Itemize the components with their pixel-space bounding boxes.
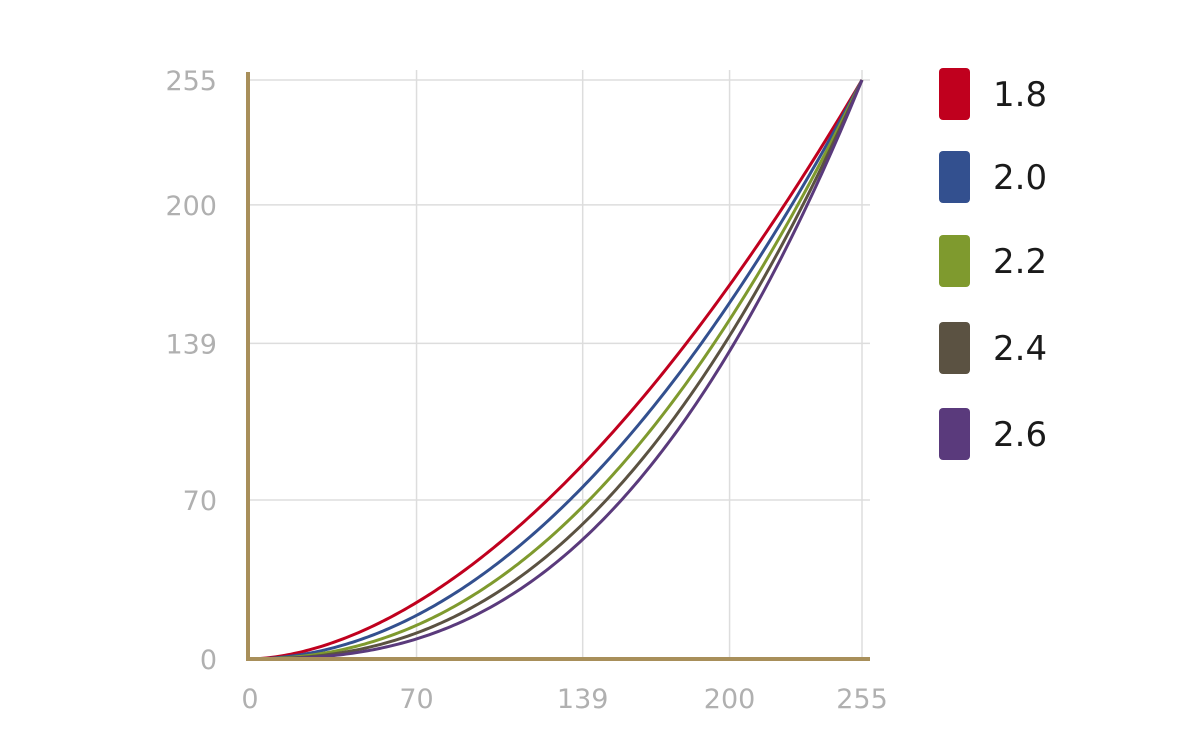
y-tick-label: 139 — [165, 329, 217, 360]
y-tick-label: 70 — [183, 486, 217, 517]
x-tick-label: 70 — [399, 684, 433, 715]
legend-swatch — [939, 151, 970, 203]
legend-swatch — [939, 68, 970, 120]
legend-label: 2.6 — [993, 415, 1047, 455]
legend-swatch — [939, 408, 970, 460]
series-line-2-0 — [247, 79, 864, 661]
legend-swatch — [939, 322, 970, 374]
series-line-2-2 — [247, 79, 864, 661]
legend-swatch — [939, 235, 970, 287]
series-line-2-4 — [248, 79, 864, 661]
legend-label: 2.4 — [993, 329, 1047, 369]
x-tick-label: 200 — [704, 684, 756, 715]
series-line-1-8 — [247, 79, 864, 661]
grid — [248, 70, 870, 659]
y-tick-label: 255 — [165, 66, 217, 97]
axes — [246, 72, 870, 661]
legend-label: 2.0 — [993, 158, 1047, 198]
legend: 1.8 2.0 2.2 2.4 2.6 — [939, 68, 1047, 460]
x-tick-label: 139 — [557, 684, 609, 715]
x-tick-labels: 0 70 139 200 255 — [241, 684, 887, 715]
x-tick-label: 0 — [241, 684, 258, 715]
legend-label: 2.2 — [993, 242, 1047, 282]
x-tick-label: 255 — [836, 684, 888, 715]
legend-label: 1.8 — [993, 75, 1047, 115]
series-line-2-6 — [248, 79, 864, 661]
y-tick-labels: 0 70 139 200 255 — [165, 66, 217, 676]
curves — [247, 79, 864, 661]
y-tick-label: 0 — [200, 645, 217, 676]
y-tick-label: 200 — [165, 191, 217, 222]
